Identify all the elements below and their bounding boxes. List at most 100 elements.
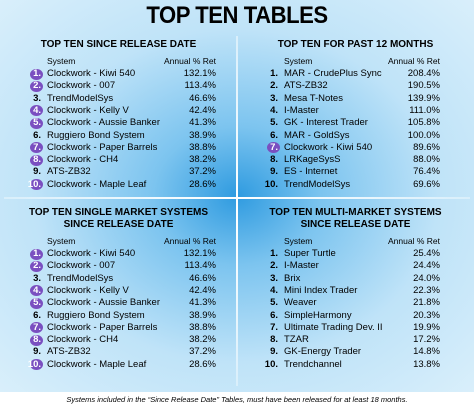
rank: 3. [33, 92, 41, 104]
rank: 5. [270, 117, 278, 129]
system-name: Clockwork - 007 [47, 260, 116, 272]
rank: 5. [270, 297, 278, 309]
system-name: Clockwork - Paper Barrels [47, 321, 158, 333]
rank: 3. [270, 92, 278, 104]
annual-return: 42.4% [189, 104, 216, 116]
rank-circle [30, 80, 43, 92]
system-name: ATS-ZB32 [47, 166, 91, 178]
rank: 7. [33, 321, 41, 333]
rank-circle [30, 248, 43, 260]
column-header: System [47, 56, 76, 66]
system-name: ES - Internet [284, 166, 338, 178]
rank: 9. [33, 346, 41, 358]
system-name: Clockwork - Kiwi 540 [284, 141, 373, 153]
annual-return: 41.3% [189, 297, 216, 309]
rank-circle [30, 179, 43, 191]
system-name: SimpleHarmony [284, 309, 352, 321]
annual-return: 38.8% [189, 141, 216, 153]
panel-title: SINCE RELEASE DATE [300, 219, 411, 230]
rank: 8. [33, 154, 41, 166]
rank: 3. [33, 272, 41, 284]
rank: 8. [33, 334, 41, 346]
system-name: Ultimate Trading Dev. II [284, 321, 383, 333]
panel-title: TOP TEN FOR PAST 12 MONTHS [277, 39, 434, 50]
annual-return: 89.6% [413, 141, 440, 153]
annual-return: 41.3% [189, 117, 216, 129]
rank: 10. [264, 178, 278, 190]
rank: 8. [270, 154, 278, 166]
rank-circle [30, 322, 43, 334]
rank: 7. [270, 141, 278, 153]
rank: 6. [270, 309, 278, 321]
annual-return: 46.6% [189, 92, 216, 104]
divider [236, 36, 238, 386]
system-name: I-Master [284, 260, 319, 272]
rank: 10. [264, 358, 278, 370]
annual-return: 38.9% [189, 129, 216, 141]
panel-title: TOP TEN SINGLE MARKET SYSTEMS [28, 207, 209, 218]
annual-return: 14.8% [413, 346, 440, 358]
system-name: MAR - CrudePlus Sync [284, 68, 382, 79]
rank-circle [30, 68, 43, 80]
rank: 6. [33, 309, 41, 321]
system-name: Mesa T-Notes [284, 92, 343, 104]
system-name: Clockwork - Maple Leaf [47, 178, 147, 190]
system-name: LRKageSysS [284, 154, 341, 166]
rank: 6. [33, 129, 41, 141]
annual-return: 24.4% [413, 260, 440, 272]
system-name: Ruggiero Bond System [47, 309, 145, 321]
annual-return: 22.3% [413, 284, 440, 296]
system-name: MAR - GoldSys [284, 129, 350, 141]
annual-return: 37.2% [189, 346, 216, 358]
annual-return: 28.6% [189, 358, 216, 370]
rank-circle [30, 297, 43, 309]
rank: 5. [33, 297, 41, 309]
system-name: Clockwork - Maple Leaf [47, 358, 147, 370]
panel-title: SINCE RELEASE DATE [63, 219, 174, 230]
column-header: Annual % Ret [388, 236, 440, 246]
rank-circle [30, 359, 43, 371]
annual-return: 105.8% [407, 117, 440, 129]
rank: 8. [270, 334, 278, 346]
rank: 1. [270, 248, 278, 259]
column-header: System [284, 236, 313, 246]
annual-return: 132.1% [183, 248, 216, 259]
rank: 2. [270, 80, 278, 92]
rank: 4. [33, 104, 41, 116]
annual-return: 37.2% [189, 166, 216, 178]
system-name: Clockwork - Aussie Banker [47, 117, 160, 129]
system-name: Clockwork - 007 [47, 80, 116, 92]
system-name: ATS-ZB32 [284, 80, 328, 92]
system-name: Clockwork - Paper Barrels [47, 141, 158, 153]
rank: 6. [270, 129, 278, 141]
system-name: TrendModelSys [47, 92, 114, 104]
system-name: Brix [284, 272, 301, 284]
system-name: TrendModelSys [47, 272, 114, 284]
annual-return: 19.9% [413, 321, 440, 333]
rank-circle [30, 334, 43, 346]
column-header: Annual % Ret [388, 56, 440, 66]
annual-return: 69.6% [413, 178, 440, 190]
system-name: TZAR [284, 334, 309, 346]
annual-return: 46.6% [189, 272, 216, 284]
rank: 2. [270, 260, 278, 272]
rank-circle [30, 105, 43, 117]
rank: 4. [33, 284, 41, 296]
system-name: Clockwork - Aussie Banker [47, 297, 160, 309]
rank-circle [30, 154, 43, 166]
rank: 4. [270, 284, 278, 296]
annual-return: 13.8% [413, 358, 440, 370]
annual-return: 113.4% [184, 80, 216, 92]
panel-title: TOP TEN MULTI-MARKET SYSTEMS [269, 207, 442, 218]
system-name: Clockwork - CH4 [47, 154, 119, 166]
rank-circle [30, 285, 43, 297]
system-name: Weaver [284, 297, 317, 309]
rank: 2. [33, 80, 41, 92]
column-header: System [47, 236, 76, 246]
rank: 7. [33, 141, 41, 153]
system-name: Clockwork - Kelly V [47, 104, 129, 116]
rank: 9. [270, 166, 278, 178]
system-name: ATS-ZB32 [47, 346, 91, 358]
title: TOP TEN TABLES [146, 2, 328, 29]
